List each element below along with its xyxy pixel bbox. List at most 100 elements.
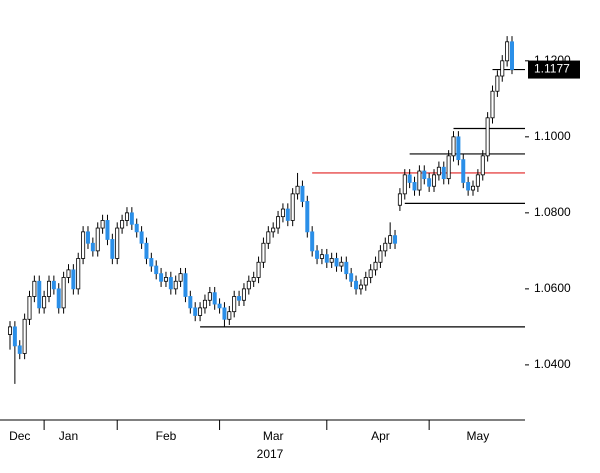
- candle-body: [485, 117, 490, 157]
- candle-body: [344, 261, 349, 275]
- candle-body: [85, 231, 90, 244]
- candle-body: [422, 170, 427, 180]
- candle-body: [7, 326, 12, 335]
- candle-body: [12, 326, 17, 347]
- candle-body: [378, 250, 383, 263]
- last-price-box: [528, 60, 580, 79]
- candle-body: [32, 280, 37, 297]
- candle-body: [261, 242, 266, 263]
- candle-body: [76, 258, 81, 290]
- candle-body: [256, 261, 261, 278]
- candle-body: [412, 182, 417, 191]
- candle-body: [241, 288, 246, 301]
- candle-body: [432, 174, 437, 187]
- candle-body: [168, 277, 173, 290]
- candle-body: [475, 174, 480, 187]
- candle-body: [393, 235, 398, 244]
- candle-body: [22, 318, 27, 354]
- candle-body: [100, 220, 105, 229]
- candle-body: [315, 250, 320, 259]
- candle-body: [183, 273, 188, 297]
- candle-body: [324, 254, 329, 263]
- candle-body: [207, 292, 212, 301]
- x-tick-label: Dec: [9, 429, 30, 443]
- candle-body: [417, 170, 422, 191]
- candle-body: [66, 269, 71, 278]
- candle-body: [237, 296, 242, 301]
- candle-body: [319, 254, 324, 259]
- candle-body: [61, 277, 66, 309]
- x-tick-label: Jan: [59, 429, 78, 443]
- candle-body: [246, 280, 251, 290]
- candle-body: [159, 273, 164, 282]
- candle-body: [451, 136, 456, 157]
- candle-body: [222, 307, 227, 320]
- candle-body: [120, 220, 125, 229]
- candle-body: [407, 174, 412, 183]
- candle-body: [471, 185, 476, 191]
- candle-body: [110, 239, 115, 259]
- candle-body: [373, 261, 378, 271]
- candle-body: [217, 303, 222, 309]
- y-tick-label: 1.0600: [534, 281, 571, 295]
- candle-body: [358, 284, 363, 290]
- candle-body: [388, 235, 393, 244]
- candle-body: [397, 193, 402, 206]
- candle-body: [490, 90, 495, 119]
- candle-body: [17, 345, 22, 354]
- candle-body: [436, 166, 441, 176]
- candle-body: [202, 299, 207, 309]
- candle-body: [139, 231, 144, 244]
- candle-body: [310, 231, 315, 252]
- candle-body: [290, 193, 295, 221]
- candle-body: [46, 280, 51, 297]
- candle-body: [276, 216, 281, 229]
- candle-body: [363, 277, 368, 286]
- candle-body: [427, 178, 432, 187]
- candle-body: [81, 231, 86, 259]
- candle-body: [295, 185, 300, 195]
- y-tick-label: 1.0400: [534, 357, 571, 371]
- candle-body: [42, 296, 47, 309]
- x-tick-label: Mar: [263, 429, 284, 443]
- candle-body: [334, 258, 339, 267]
- candle-body: [90, 242, 95, 252]
- x-tick-label: Feb: [156, 429, 177, 443]
- candle-body: [266, 231, 271, 244]
- candle-body: [354, 280, 359, 290]
- candle-body: [285, 208, 290, 221]
- candle-body: [456, 136, 461, 161]
- candle-body: [305, 201, 310, 233]
- candle-body: [37, 280, 42, 309]
- candle-body: [193, 307, 198, 316]
- candle-body: [105, 220, 110, 240]
- year-label: 2017: [257, 447, 284, 461]
- candle-body: [129, 212, 134, 225]
- candle-body: [461, 159, 466, 183]
- candle-body: [466, 182, 471, 191]
- candle-body: [212, 292, 217, 305]
- candle-body: [144, 242, 149, 259]
- y-tick-label: 1.0800: [534, 205, 571, 219]
- candle-body: [402, 174, 407, 195]
- candle-body: [154, 265, 159, 275]
- candle-body: [124, 212, 129, 221]
- x-tick-label: Apr: [371, 429, 390, 443]
- candle-body: [300, 185, 305, 202]
- candle-body: [339, 261, 344, 267]
- candle-body: [495, 75, 500, 92]
- candle-body: [280, 208, 285, 218]
- candle-body: [505, 41, 510, 62]
- candle-body: [271, 227, 276, 233]
- candle-body: [56, 288, 61, 309]
- candle-body: [509, 41, 514, 70]
- candle-body: [27, 296, 32, 320]
- candle-body: [441, 166, 446, 180]
- candle-body: [178, 273, 183, 282]
- candle-body: [227, 311, 232, 320]
- candle-body: [163, 277, 168, 282]
- last-price-label: 1.1177: [534, 62, 570, 76]
- candle-body: [500, 60, 505, 77]
- candle-body: [51, 280, 56, 290]
